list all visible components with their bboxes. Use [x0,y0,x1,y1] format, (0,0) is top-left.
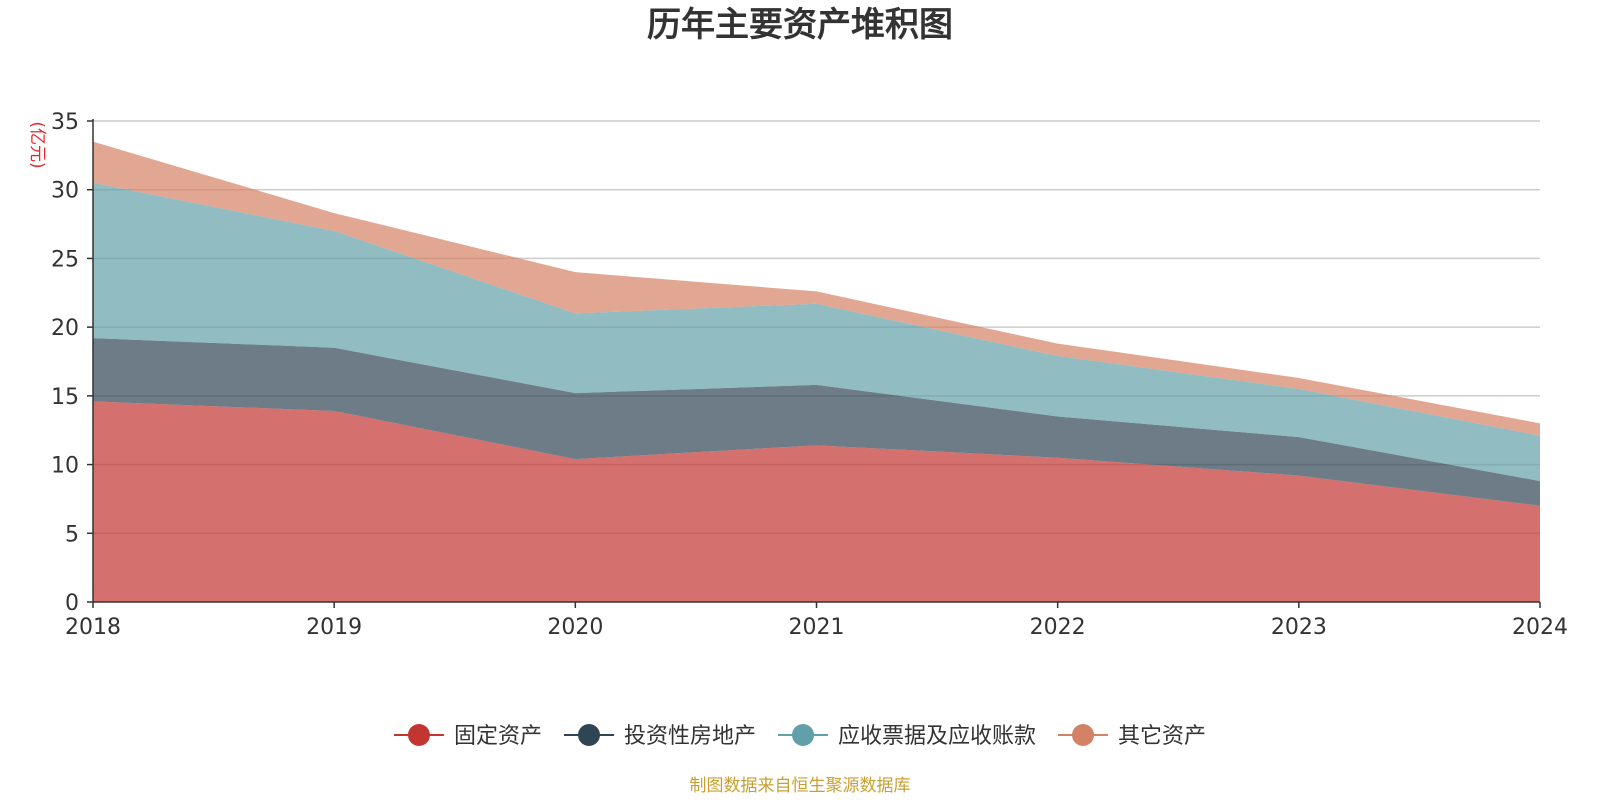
y-tick-label: 5 [65,522,79,547]
area-series-1 [93,401,1540,602]
y-tick-label: 10 [51,454,79,479]
legend-marker-icon [1072,724,1095,746]
axes: 0 5 10 15 20 25 30 35 2018 2019 2020 2021 2022 2023 20… [51,110,1568,640]
y-tick-label: 30 [51,179,79,204]
legend-item-2[interactable]: 投资性房地产 [563,724,756,749]
x-tick-label: 2023 [1271,615,1327,640]
x-tick-label: 2024 [1512,615,1568,640]
x-tick-label: 2018 [65,615,121,640]
legend-marker-icon [577,724,600,746]
legend-label: 固定资产 [454,724,542,749]
legend-label: 应收票据及应收账款 [838,724,1036,749]
x-tick-label: 2020 [547,615,603,640]
y-tick-label: 35 [51,110,79,135]
legend-marker-icon [792,724,814,746]
legend-label: 投资性房地产 [624,724,756,749]
x-tick-label: 2022 [1030,615,1086,640]
legend-marker-icon [407,724,430,746]
area-series-3 [93,182,1540,482]
legend[interactable]: 固定资产 投资性房地产 应收票据及应收账款 其它资产 [393,724,1206,749]
area-series-group [93,141,1540,602]
y-tick-label: 15 [51,385,79,410]
x-tick-label: 2021 [789,615,845,640]
chart-title: 历年主要资产堆积图 [647,5,953,45]
legend-label: 其它资产 [1118,724,1206,749]
legend-item-3[interactable]: 应收票据及应收账款 [778,724,1036,749]
y-axis-unit-label: (亿元) [27,121,47,168]
legend-item-4[interactable]: 其它资产 [1058,724,1206,749]
y-tick-label: 25 [51,247,79,272]
area-series-2 [93,338,1540,506]
y-tick-label: 20 [51,316,79,341]
legend-item-1[interactable]: 固定资产 [393,724,542,749]
data-source-note: 制图数据来自恒生聚源数据库 [690,776,911,796]
x-tick-label: 2019 [306,615,362,640]
y-tick-label: 0 [65,591,79,616]
area-series-4 [93,141,1540,436]
